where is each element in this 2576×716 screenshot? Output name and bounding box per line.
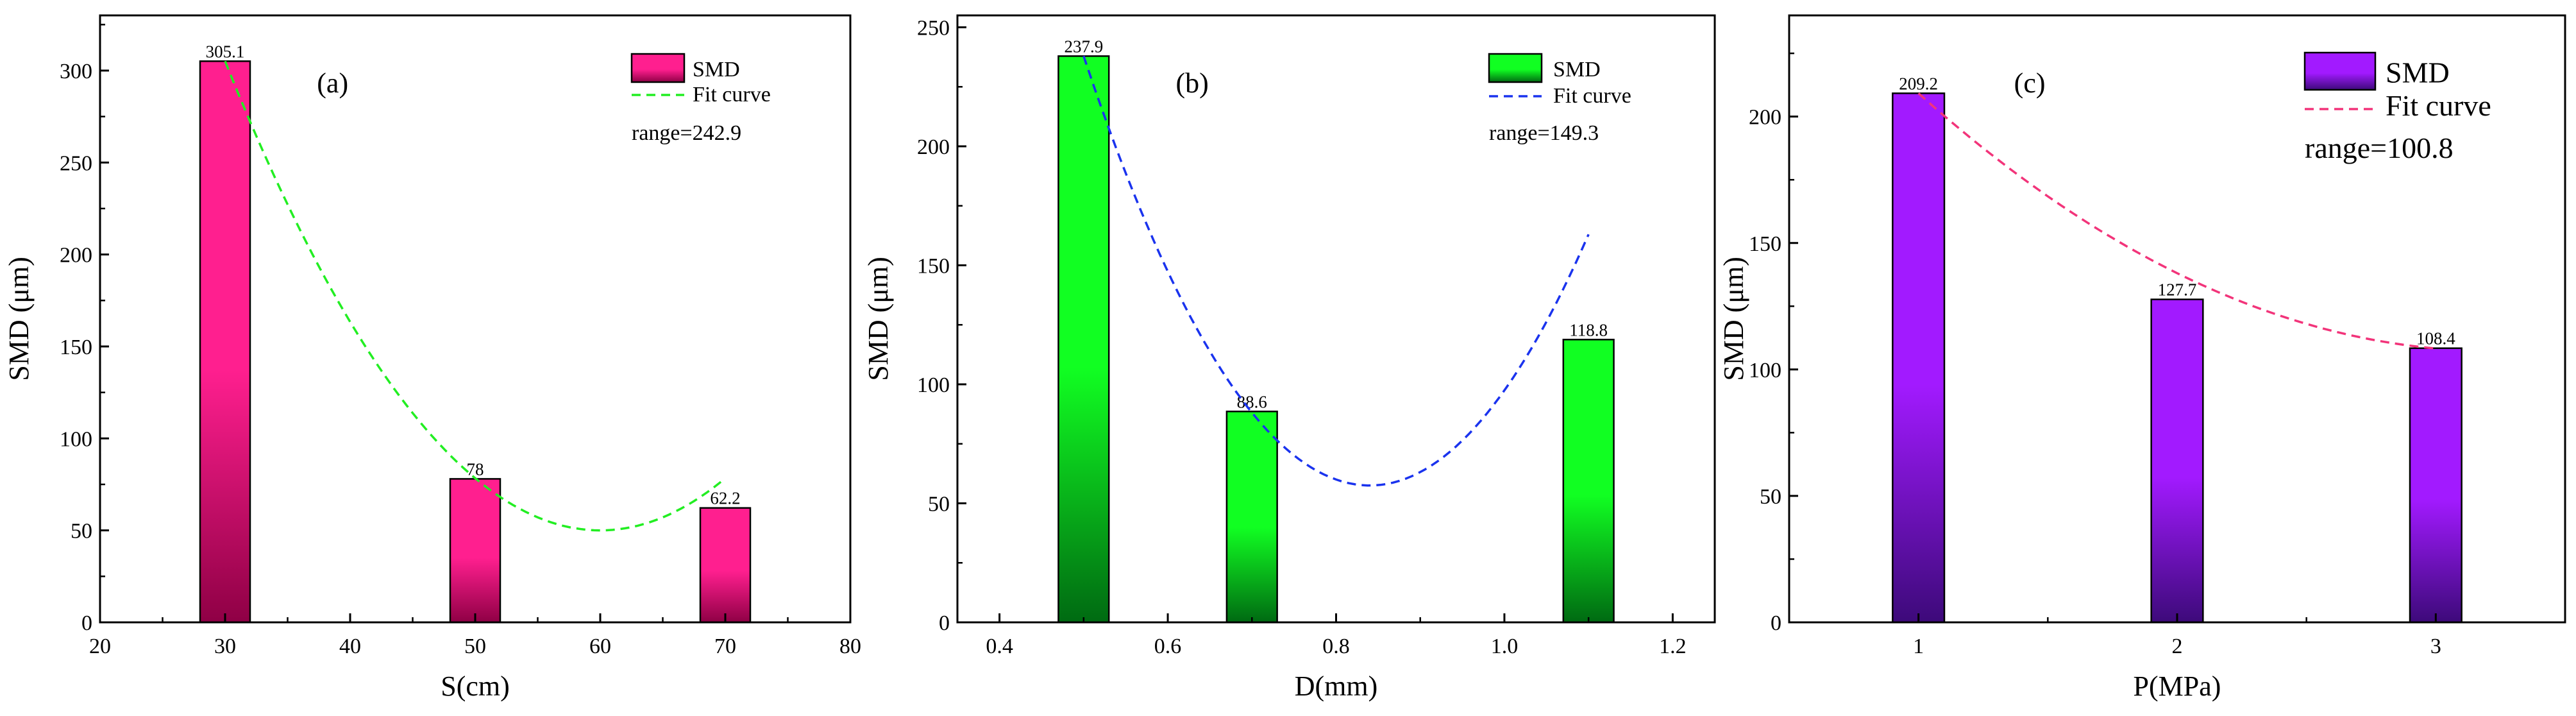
y-tick-label: 300	[60, 60, 92, 83]
bar-value-label: 209.2	[1899, 74, 1938, 93]
x-tick-label: 0.6	[1154, 635, 1182, 658]
y-tick-label: 0	[81, 611, 92, 635]
bar-value-label: 305.1	[206, 42, 245, 61]
bar	[2409, 347, 2462, 624]
bar	[1562, 339, 1615, 624]
legend-label-smd: SMD	[693, 58, 740, 81]
y-tick-label: 0	[1771, 611, 1781, 635]
y-tick-label: 0	[939, 611, 950, 635]
legend-label-fit: Fit curve	[2386, 89, 2491, 122]
x-axis-title: P(MPa)	[2134, 670, 2221, 702]
y-axis-title: SMD (μm)	[3, 257, 35, 381]
x-axis-title: S(cm)	[441, 670, 510, 702]
bar	[1057, 55, 1110, 624]
bar-value-label: 88.6	[1237, 392, 1267, 411]
bar	[199, 60, 251, 624]
x-tick-label: 0.8	[1322, 635, 1350, 658]
fit-curve	[224, 60, 727, 532]
x-tick-label: 2	[2172, 635, 2183, 658]
bar	[699, 507, 752, 624]
legend-label-fit: Fit curve	[693, 83, 771, 107]
legend-label-fit: Fit curve	[1553, 84, 1631, 108]
bar	[2150, 298, 2204, 624]
panel-label: (c)	[2014, 67, 2046, 99]
y-tick-label: 250	[60, 151, 92, 175]
x-axis-title: D(mm)	[1295, 670, 1378, 702]
panel-a: 305.1 78 62.2 20 30 40 50 60 70 80 0 50 100 150 200 250…	[3, 14, 861, 702]
y-tick-label: 100	[1749, 359, 1781, 382]
legend-range-text: range=149.3	[1489, 121, 1599, 145]
legend-swatch-smd	[630, 53, 686, 83]
fit-curve	[1082, 55, 1590, 487]
x-tick-label: 60	[589, 635, 611, 658]
panel-b: 237.9 88.6 118.8 0.4 0.6 0.8 1.0 1.2 0 50 100 150 20…	[863, 14, 1716, 702]
x-tick-label: 20	[89, 635, 111, 658]
x-tick-label: 3	[2430, 635, 2441, 658]
y-axis-title: SMD (μm)	[1718, 257, 1749, 381]
x-tick-label: 80	[839, 635, 861, 658]
bar-value-label: 78	[467, 459, 484, 479]
y-tick-label: 100	[60, 427, 92, 451]
fit-curve	[1917, 92, 2436, 350]
x-tick-label: 1.0	[1491, 635, 1519, 658]
y-tick-label: 150	[60, 336, 92, 359]
y-tick-label: 150	[917, 255, 950, 278]
x-tick-label: 0.4	[986, 635, 1013, 658]
bar-value-label: 237.9	[1064, 37, 1103, 56]
x-tick-label: 30	[214, 635, 236, 658]
legend-swatch-smd	[2303, 51, 2377, 91]
y-tick-label: 250	[917, 17, 950, 40]
bar	[1225, 411, 1278, 624]
y-tick-label: 100	[917, 373, 950, 397]
legend-range-text: range=242.9	[632, 121, 741, 145]
bar	[449, 478, 501, 624]
y-tick-label: 50	[1760, 485, 1781, 509]
y-tick-label: 200	[1749, 106, 1781, 130]
legend: SMD Fit curve range=149.3	[1488, 53, 1631, 145]
y-tick-label: 200	[60, 244, 92, 268]
y-tick-label: 200	[917, 135, 950, 159]
y-tick-label: 150	[1749, 232, 1781, 256]
bar-value-label: 118.8	[1569, 320, 1608, 339]
x-tick-label: 1	[1913, 635, 1924, 658]
bar-value-label: 108.4	[2416, 329, 2455, 348]
legend-label-smd: SMD	[1553, 58, 1601, 81]
bar-value-label: 62.2	[710, 489, 740, 508]
y-axis-title: SMD (μm)	[863, 257, 894, 381]
legend-label-smd: SMD	[2386, 56, 2450, 89]
x-tick-label: 1.2	[1659, 635, 1687, 658]
y-tick-label: 50	[71, 520, 92, 543]
legend-swatch-smd	[1488, 53, 1543, 83]
x-tick-label: 40	[339, 635, 361, 658]
panel-c: 209.2 127.7 108.4 1 2 3 0 50 100 150 200 P(MPa) SMD …	[1718, 14, 2566, 702]
panel-label: (b)	[1175, 67, 1208, 99]
y-tick-label: 50	[928, 493, 950, 516]
bar	[1892, 92, 1946, 624]
x-tick-label: 70	[714, 635, 736, 658]
panel-label: (a)	[317, 67, 348, 99]
legend-range-text: range=100.8	[2305, 132, 2454, 164]
bar-value-label: 127.7	[2158, 280, 2197, 300]
x-tick-label: 50	[464, 635, 486, 658]
